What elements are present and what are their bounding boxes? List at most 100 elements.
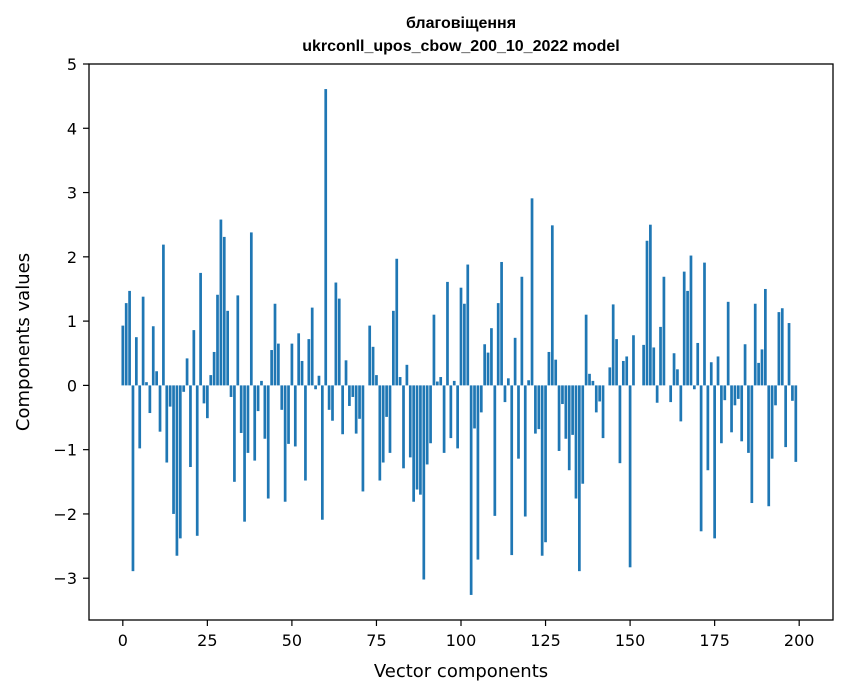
bar-169 (692, 385, 696, 390)
bar-23 (199, 272, 202, 386)
bar-29 (219, 219, 223, 386)
y-tick-label-0: −3 (53, 569, 77, 588)
bar-172 (703, 262, 706, 386)
bar-51 (293, 385, 297, 447)
x-tick-label-2: 50 (282, 631, 302, 650)
bar-89 (422, 385, 426, 580)
bar-88 (419, 385, 422, 495)
bar-195 (780, 308, 784, 386)
bar-132 (567, 385, 571, 471)
y-tick-label-2: −1 (53, 441, 77, 460)
bar-48 (283, 385, 287, 502)
bar-131 (564, 385, 568, 439)
y-tick-label-3: 0 (67, 376, 77, 395)
bar-68 (351, 385, 355, 397)
bar-14 (168, 385, 172, 407)
bar-61 (327, 385, 331, 410)
bar-177 (720, 385, 723, 444)
bar-127 (550, 225, 554, 386)
bar-8 (148, 385, 152, 414)
bar-98 (452, 380, 456, 386)
bar-62 (331, 385, 334, 421)
x-axis-label: Vector components (374, 661, 548, 682)
bar-104 (473, 385, 476, 429)
bar-156 (649, 224, 652, 386)
bar-90 (425, 385, 429, 465)
bar-146 (615, 339, 618, 386)
bar-96 (446, 281, 449, 386)
bar-170 (696, 342, 700, 386)
bar-198 (791, 385, 794, 401)
bar-35 (239, 385, 243, 433)
bar-3 (131, 385, 135, 572)
bar-58 (317, 375, 321, 386)
bar-42 (263, 385, 267, 439)
bar-5 (138, 385, 142, 449)
bar-74 (371, 346, 375, 386)
bar-70 (358, 385, 361, 419)
bar-46 (277, 343, 280, 386)
bar-11 (158, 385, 162, 432)
bar-151 (632, 335, 635, 386)
x-tick-label-6: 150 (615, 631, 646, 650)
plot-frame (88, 63, 834, 621)
bar-21 (192, 330, 196, 386)
bar-45 (273, 303, 277, 386)
bar-154 (642, 344, 645, 386)
bar-20 (189, 385, 192, 468)
bar-4 (134, 337, 138, 386)
bar-141 (598, 385, 602, 402)
bar-107 (483, 344, 487, 386)
bar-190 (764, 288, 767, 386)
bar-175 (713, 385, 716, 539)
x-tick-label-8: 200 (784, 631, 815, 650)
bar-185 (747, 385, 750, 453)
bar-6 (141, 296, 145, 386)
bar-63 (334, 282, 338, 386)
bar-157 (652, 347, 656, 386)
bar-64 (337, 298, 341, 386)
bar-94 (439, 377, 443, 386)
x-tick-label-5: 125 (530, 631, 561, 650)
x-tick-label-4: 100 (446, 631, 477, 650)
bar-19 (185, 358, 189, 386)
bar-123 (537, 385, 541, 430)
bar-199 (794, 385, 798, 462)
bar-165 (679, 385, 683, 422)
bar-138 (588, 373, 591, 386)
bar-121 (530, 198, 534, 386)
bar-134 (574, 385, 578, 499)
bar-57 (314, 385, 317, 390)
bar-102 (466, 264, 470, 386)
bar-163 (672, 353, 676, 386)
bar-194 (777, 312, 781, 386)
bar-25 (206, 385, 209, 419)
bar-49 (287, 385, 290, 444)
bar-120 (527, 380, 530, 386)
bar-164 (676, 369, 679, 386)
y-axis-label: Components values (13, 253, 34, 431)
bar-158 (655, 385, 659, 403)
bar-73 (368, 325, 372, 386)
bar-12 (162, 244, 165, 386)
bar-1 (124, 303, 128, 386)
bar-171 (699, 385, 703, 532)
bar-69 (354, 385, 358, 434)
bar-7 (145, 382, 148, 386)
bar-145 (611, 304, 615, 386)
bar-32 (229, 385, 233, 397)
bar-27 (212, 351, 216, 386)
bar-101 (463, 303, 466, 386)
bar-105 (476, 385, 480, 560)
bar-10 (155, 371, 158, 386)
bar-36 (243, 385, 246, 522)
bar-24 (202, 385, 206, 404)
bar-26 (209, 375, 213, 386)
bar-97 (449, 385, 453, 439)
bar-196 (784, 385, 788, 448)
bar-44 (270, 350, 273, 386)
bar-117 (517, 385, 520, 459)
bar-67 (348, 385, 351, 406)
bar-82 (398, 377, 402, 386)
